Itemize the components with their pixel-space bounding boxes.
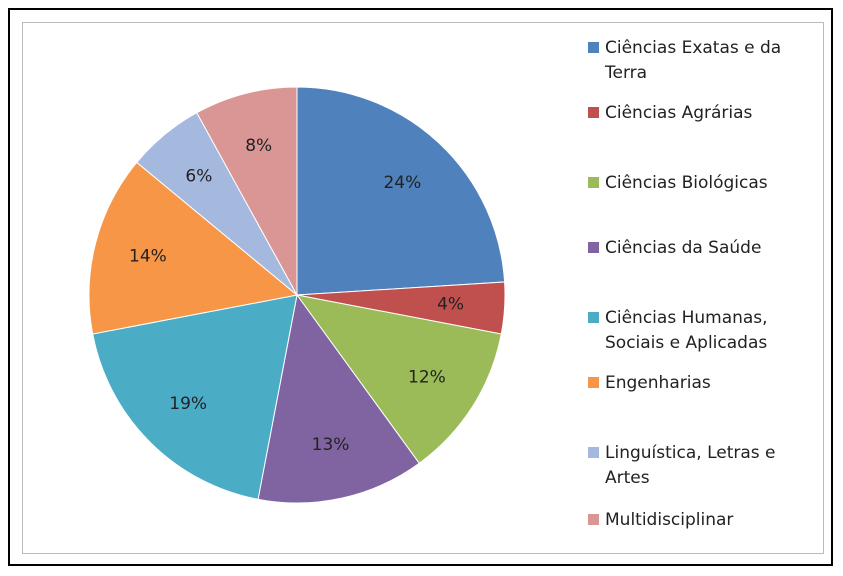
pie-slice bbox=[196, 86, 298, 296]
legend-entry: Linguística, Letras e Artes bbox=[588, 441, 818, 491]
legend-label: Linguística, Letras e Artes bbox=[605, 443, 776, 488]
legend-entry: Ciências da Saúde bbox=[588, 236, 818, 261]
data-label: 8% bbox=[245, 136, 272, 156]
legend-swatch bbox=[588, 42, 599, 53]
data-label: 24% bbox=[383, 173, 421, 193]
pie-slice bbox=[92, 294, 298, 500]
legend-label: Ciências Exatas e da Terra bbox=[605, 38, 782, 83]
legend-entry: Ciências Agrárias bbox=[588, 101, 818, 126]
legend-entry: Engenharias bbox=[588, 371, 818, 396]
legend-swatch bbox=[588, 177, 599, 188]
legend-swatch bbox=[588, 447, 599, 458]
legend-label: Multidisciplinar bbox=[605, 510, 734, 530]
legend-swatch bbox=[588, 107, 599, 118]
legend-swatch bbox=[588, 242, 599, 253]
legend-label: Ciências Humanas, Sociais e Aplicadas bbox=[605, 308, 768, 353]
pie-slice bbox=[257, 293, 420, 504]
legend-label: Engenharias bbox=[605, 373, 711, 393]
legend-label: Ciências da Saúde bbox=[605, 238, 762, 258]
plot-area bbox=[22, 22, 824, 554]
data-label: 6% bbox=[185, 166, 212, 186]
data-label: 13% bbox=[312, 435, 350, 455]
pie-slice bbox=[296, 86, 506, 296]
data-label: 19% bbox=[169, 394, 207, 414]
legend-entry: Ciências Biológicas bbox=[588, 171, 818, 196]
pie-slice bbox=[295, 294, 502, 464]
legend-label: Ciências Biológicas bbox=[605, 173, 768, 193]
legend-swatch bbox=[588, 312, 599, 323]
frame bbox=[8, 8, 833, 566]
legend-swatch bbox=[588, 514, 599, 525]
pie-slice bbox=[88, 161, 299, 335]
legend-swatch bbox=[588, 377, 599, 388]
legend-entry: Multidisciplinar bbox=[588, 508, 818, 533]
legend-entry: Ciências Exatas e da Terra bbox=[588, 36, 818, 86]
data-label: 14% bbox=[129, 247, 167, 267]
legend-entry: Ciências Humanas, Sociais e Aplicadas bbox=[588, 306, 818, 356]
data-label: 12% bbox=[408, 367, 446, 387]
data-label: 4% bbox=[437, 295, 464, 315]
legend-label: Ciências Agrárias bbox=[605, 103, 753, 123]
